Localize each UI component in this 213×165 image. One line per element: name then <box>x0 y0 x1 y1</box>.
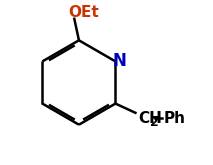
Text: CH: CH <box>138 111 162 126</box>
Text: Ph: Ph <box>163 111 185 126</box>
Text: 2: 2 <box>150 116 159 129</box>
Text: OEt: OEt <box>68 5 99 20</box>
Text: N: N <box>112 52 127 70</box>
